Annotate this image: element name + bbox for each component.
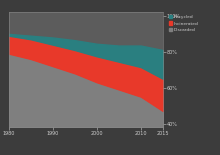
- Legend: Recycled, Incinerated, Discarded: Recycled, Incinerated, Discarded: [168, 15, 199, 32]
